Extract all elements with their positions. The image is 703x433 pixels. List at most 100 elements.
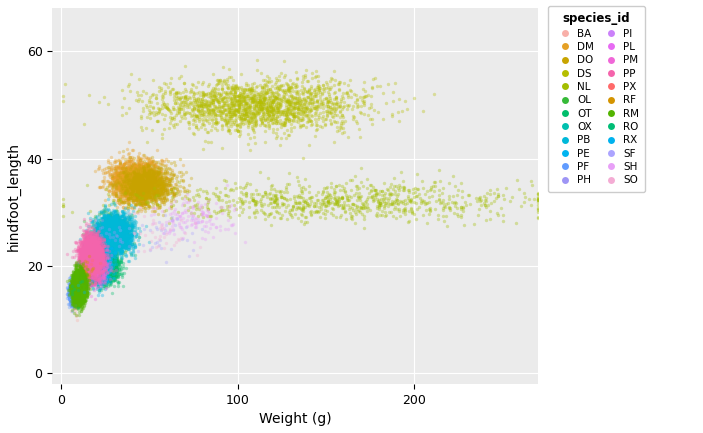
OT [92, 266, 103, 273]
PE [88, 259, 99, 266]
RM [79, 274, 91, 281]
PF [68, 286, 79, 293]
RM [75, 294, 86, 301]
PF [68, 299, 79, 306]
PF [70, 292, 82, 299]
PP [91, 277, 103, 284]
RM [72, 305, 83, 312]
NL [444, 205, 456, 212]
DS [159, 115, 170, 122]
OT [96, 262, 108, 268]
DM [141, 183, 152, 190]
RM [71, 288, 82, 295]
DS [228, 109, 239, 116]
PB [115, 221, 126, 228]
OT [89, 260, 101, 267]
PP [83, 248, 94, 255]
RM [77, 273, 88, 280]
DS [264, 74, 275, 81]
PB [106, 228, 117, 235]
PB [100, 202, 111, 209]
DS [150, 94, 161, 101]
DS [240, 100, 251, 107]
DM [134, 166, 145, 173]
DO [133, 178, 144, 185]
PB [114, 234, 125, 241]
PP [82, 257, 93, 264]
PF [66, 285, 77, 292]
OT [91, 275, 103, 282]
RM [75, 295, 86, 302]
DO [158, 178, 169, 184]
PP [85, 258, 96, 265]
RM [74, 272, 85, 279]
DS [196, 102, 207, 109]
NL [202, 190, 213, 197]
PF [67, 281, 79, 288]
RM [75, 278, 86, 285]
DO [141, 194, 153, 201]
PB [114, 233, 125, 239]
DO [161, 184, 172, 191]
PB [107, 227, 118, 234]
NL [303, 202, 314, 209]
DO [112, 171, 124, 178]
RM [72, 291, 84, 298]
PF [66, 288, 77, 295]
PE [90, 259, 101, 266]
OT [103, 238, 115, 245]
PB [119, 226, 130, 233]
OT [97, 258, 108, 265]
RM [74, 281, 85, 288]
DM [132, 183, 143, 190]
PB [111, 237, 122, 244]
PP [84, 229, 95, 236]
RM [70, 297, 81, 304]
PF [69, 303, 80, 310]
SH [175, 212, 186, 219]
DO [134, 171, 145, 178]
RM [75, 271, 86, 278]
RM [76, 275, 87, 281]
NL [423, 211, 434, 218]
RM [72, 289, 84, 296]
PB [126, 234, 137, 241]
PP [91, 266, 103, 273]
DO [127, 181, 138, 188]
DS [285, 105, 297, 112]
PE [84, 240, 95, 247]
PF [69, 302, 80, 309]
PB [93, 244, 105, 251]
OT [94, 251, 105, 258]
PB [108, 228, 119, 235]
DM [149, 178, 160, 185]
DS [164, 88, 175, 95]
DM [141, 195, 153, 202]
DS [216, 103, 227, 110]
OT [88, 271, 99, 278]
PP [84, 244, 95, 251]
PB [102, 213, 113, 220]
DM [141, 191, 152, 198]
DS [198, 90, 209, 97]
RF [82, 290, 93, 297]
PP [84, 251, 96, 258]
RM [70, 283, 82, 290]
OT [85, 248, 96, 255]
DS [207, 101, 219, 108]
DS [357, 94, 368, 101]
DS [257, 99, 269, 106]
OT [101, 252, 112, 259]
DS [209, 85, 221, 92]
PP [86, 249, 97, 256]
DS [243, 103, 254, 110]
DM [131, 194, 142, 201]
RM [75, 275, 86, 282]
PM [83, 275, 94, 281]
PE [94, 257, 105, 264]
DM [112, 171, 124, 178]
RM [74, 279, 85, 286]
DO [131, 177, 142, 184]
PB [101, 233, 112, 240]
PB [113, 233, 124, 240]
